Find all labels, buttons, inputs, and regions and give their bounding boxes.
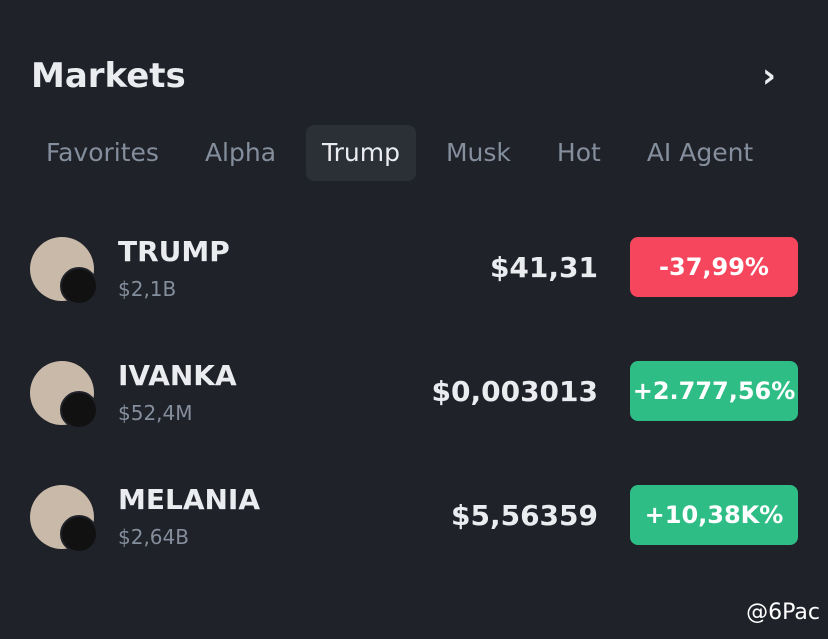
chain-badge <box>60 515 98 553</box>
market-row[interactable]: MELANIA $2,64B $5,56359 +10,38K% <box>0 483 828 565</box>
change-badge: +10,38K% <box>630 485 798 545</box>
chain-badge <box>60 267 98 305</box>
market-row[interactable]: IVANKA $52,4M $0,003013 +2.777,56% <box>0 359 828 441</box>
tab[interactable]: Hot <box>556 138 601 167</box>
tab[interactable]: Alpha <box>204 138 277 167</box>
token-name: TRUMP <box>118 235 230 268</box>
market-cap: $2,1B <box>118 277 177 301</box>
tab[interactable]: AI Agent <box>646 138 754 167</box>
tab[interactable]: Favorites <box>46 138 159 167</box>
token-name: IVANKA <box>118 359 237 392</box>
price: $5,56359 <box>450 499 598 532</box>
token-name: MELANIA <box>118 483 261 516</box>
title: Markets <box>31 56 186 96</box>
change-badge: -37,99% <box>630 237 798 297</box>
market-row[interactable]: TRUMP $2,1B $41,31 -37,99% <box>0 235 828 317</box>
change-badge: +2.777,56% <box>630 361 798 421</box>
tab-bar: Favorites Alpha Trump Musk Hot AI Agent <box>30 125 769 181</box>
price: $41,31 <box>489 251 598 284</box>
watermark: @6Pac <box>746 600 820 625</box>
price: $0,003013 <box>431 375 599 408</box>
chain-badge <box>60 391 98 429</box>
more-arrow[interactable]: › <box>762 56 777 96</box>
tab[interactable]: Musk <box>445 138 511 167</box>
market-cap: $52,4M <box>118 401 193 425</box>
market-cap: $2,64B <box>118 525 189 549</box>
tab[interactable]: Trump <box>306 125 416 181</box>
